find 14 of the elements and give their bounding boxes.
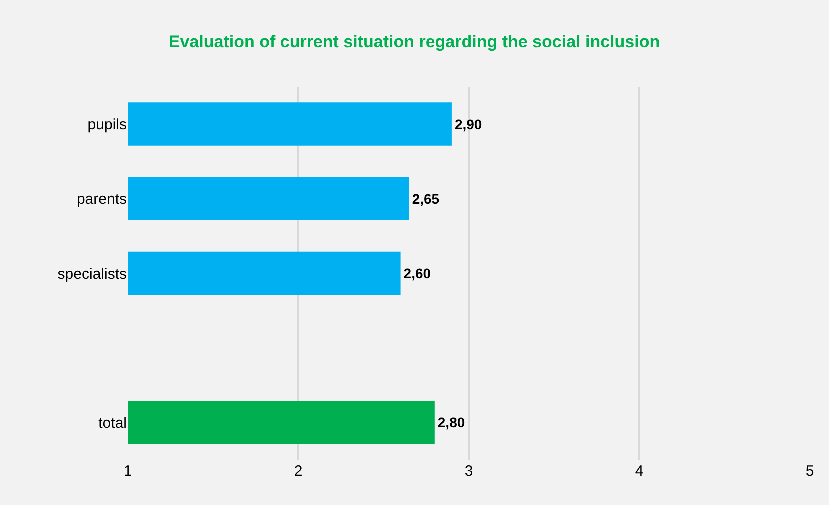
x-tick-label: 5 [806,463,814,480]
x-tick-label: 4 [635,463,644,480]
y-tick-label: specialists [58,266,127,283]
data-label: 2,65 [412,190,440,207]
data-label: 2,60 [404,266,432,282]
data-label: 2,80 [438,414,466,431]
y-tick-label: pupils [88,116,127,134]
y-tick-label: parents [76,191,127,208]
data-label: 2,90 [454,116,482,132]
y-tick-label: total [98,414,127,432]
x-tick-label: 2 [294,463,303,480]
x-tick-label: 1 [124,463,132,480]
x-tick-label: 3 [464,463,474,480]
chart-title: Evaluation of current situation regarding the social inclusion [168,32,660,52]
